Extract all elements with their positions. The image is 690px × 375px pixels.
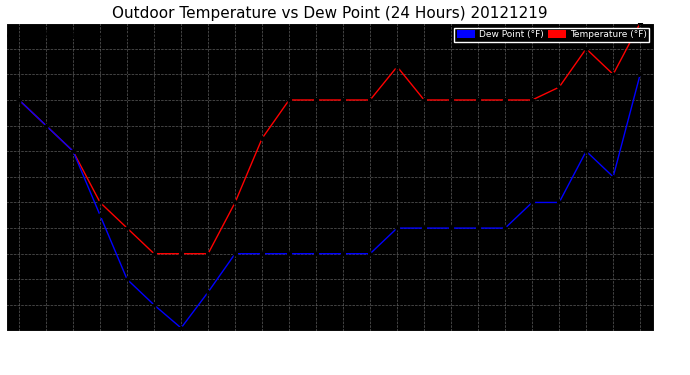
Legend: Dew Point (°F), Temperature (°F): Dew Point (°F), Temperature (°F) xyxy=(454,28,649,42)
Title: Outdoor Temperature vs Dew Point (24 Hours) 20121219: Outdoor Temperature vs Dew Point (24 Hou… xyxy=(112,6,547,21)
Text: Copyright 2012 Cartronics.com: Copyright 2012 Cartronics.com xyxy=(7,32,160,41)
